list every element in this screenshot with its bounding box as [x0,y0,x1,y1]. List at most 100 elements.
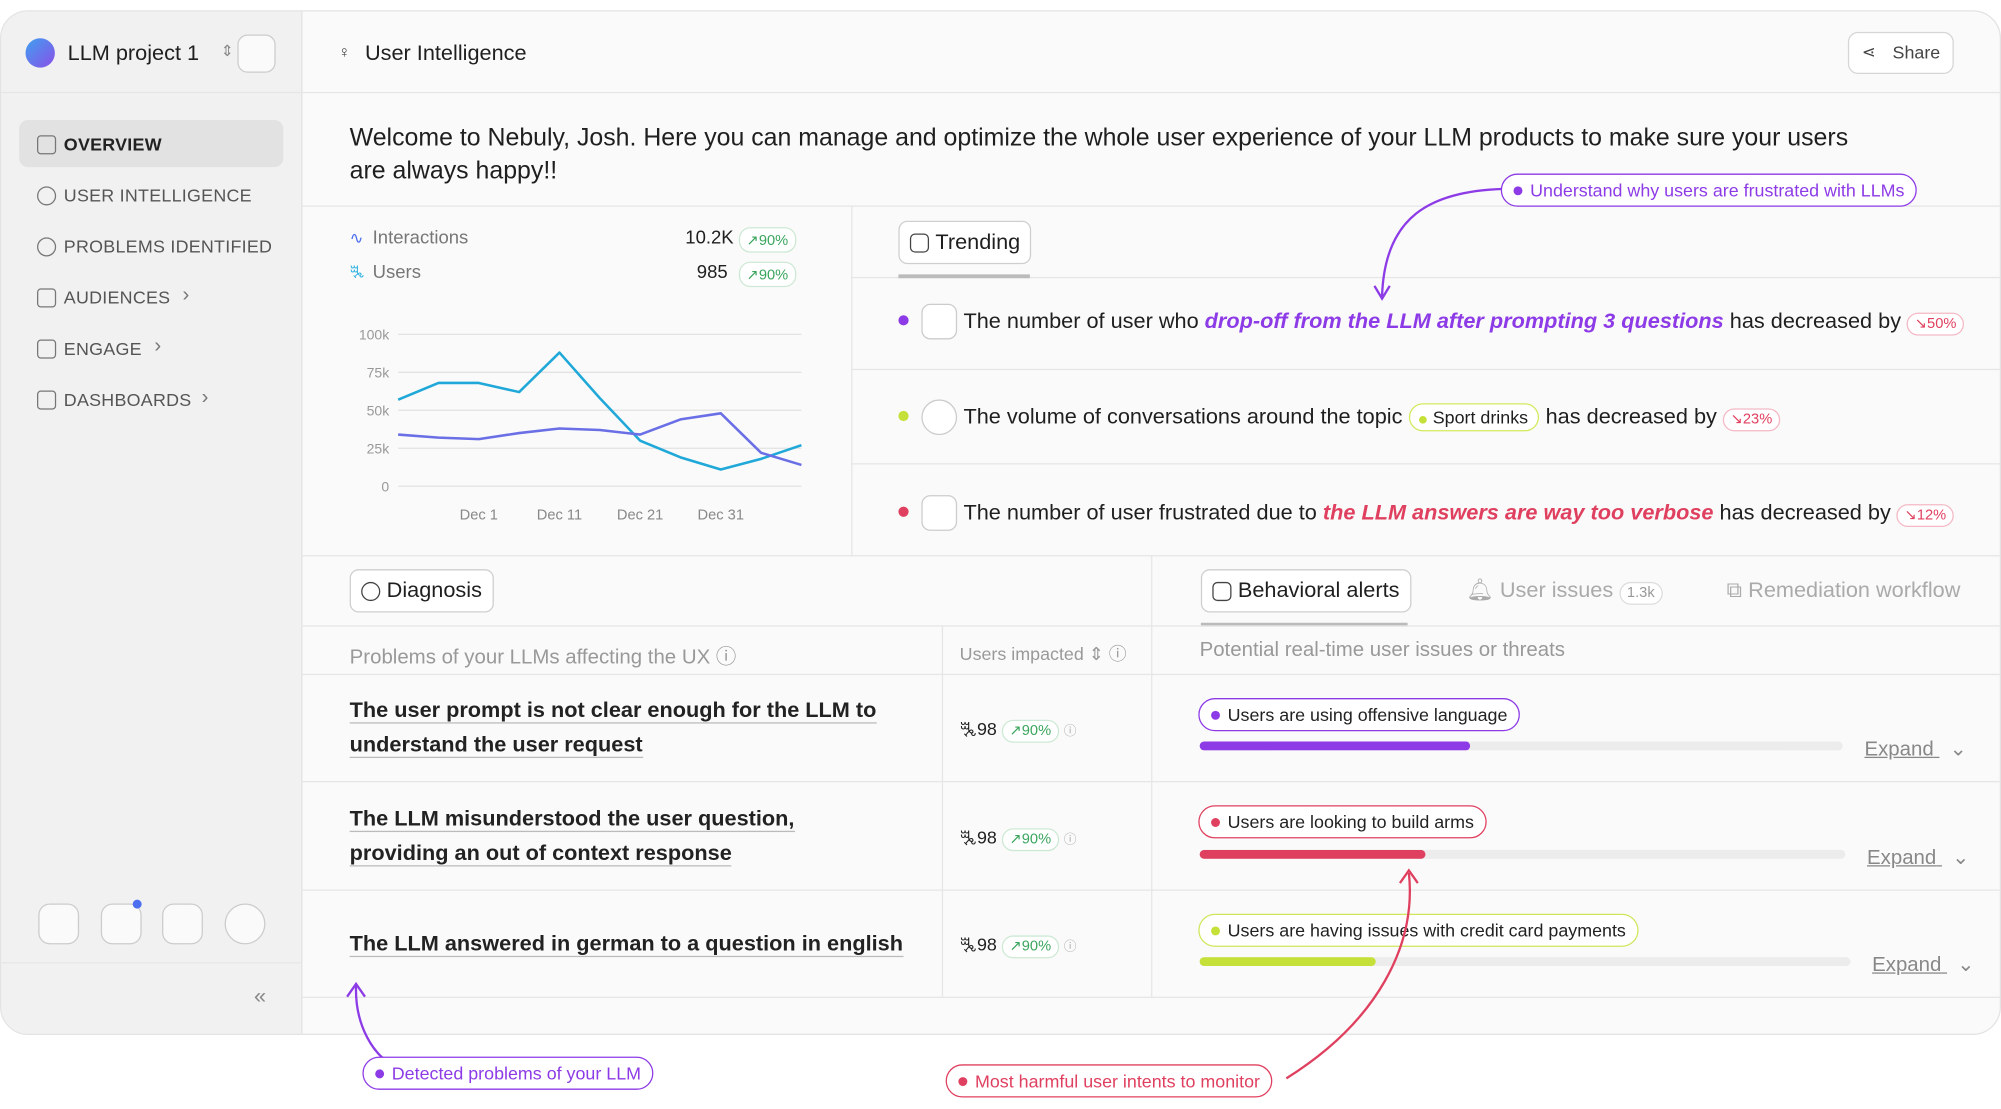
project-switch[interactable]: ⇕ [220,42,234,60]
highlight: drop-off from the LLM after prompting 3 … [1204,308,1724,334]
annotation: Most harmful user intents to monitor [945,1064,1273,1098]
problem[interactable]: The LLM answered in german to a question… [349,926,912,960]
problem[interactable]: The user prompt is not clear enough for … [349,693,886,762]
y-tick-label: 75k [367,364,391,380]
arrowhead [1398,868,1419,884]
metric-label: Users [372,262,421,284]
trending-tab[interactable]: Trending [898,220,1032,265]
nav-item[interactable]: OVERVIEW [63,133,162,155]
metric-change: ↗90% [738,261,796,288]
nav-active [19,119,284,168]
share-label[interactable]: Share [1892,42,1941,63]
x-tick-label: Dec 1 [460,507,498,523]
problem-text: The LLM misunderstood the user question,… [349,806,795,867]
column-header: Potential real-time user issues or threa… [1199,639,1565,662]
change-value: 90% [758,233,789,249]
collapse-button[interactable]: « [253,983,267,1009]
metric-label: Interactions [372,228,469,249]
sidebar: LLM project 1 ⇕ OVERVIEW USER INTELLIGEN… [1,11,303,1034]
nav-item[interactable]: ENGAGE [63,338,142,359]
x-tick-label: Dec 31 [698,507,744,523]
alert-label: Users are using offensive language [1227,704,1508,725]
annotation: Detected problems of your LLM [362,1056,654,1090]
progress-bar [1199,957,1376,967]
diagnosis-tab[interactable]: Diagnosis [349,569,494,613]
nav-icon [37,135,57,155]
nav-item[interactable]: USER INTELLIGENCE [63,185,252,206]
bullet [898,506,909,517]
arrowhead [1373,285,1391,301]
project-name[interactable]: LLM project 1 [67,40,200,66]
problem-text: The user prompt is not clear enough for … [349,698,877,759]
change-value: 12% [1916,507,1947,524]
item-icon [921,399,958,436]
metric-change: ↗90% [738,227,796,253]
nav-item[interactable]: PROBLEMS IDENTIFIED [63,236,273,257]
alert-label: Users are having issues with credit card… [1227,920,1626,941]
count-badge: 1.3k [1619,581,1663,605]
expand-link[interactable]: Expand ⌄ [1872,954,1975,977]
settings-button[interactable] [38,903,80,945]
users-count: 98 [976,718,997,739]
change-value: 90% [1021,723,1052,739]
page-title: User Intelligence [364,40,527,66]
annotation-arrow [1285,872,1411,1080]
tab-label: Diagnosis [386,578,482,603]
y-tick-label: 100k [359,326,390,342]
edit-button[interactable] [237,34,276,73]
problem[interactable]: The LLM misunderstood the user question,… [349,801,886,870]
header-text: Problems of your LLMs affecting the UX [349,647,711,669]
header-text: Users impacted [959,643,1084,664]
metric-value: 10.2K [685,228,734,249]
help-button[interactable] [224,903,266,945]
chevron: › [201,386,209,409]
expand-link[interactable]: Expand ⌄ [1867,847,1970,870]
expand-label[interactable]: Expand [1872,954,1942,977]
remediation-tab[interactable]: ⧉ Remediation workflow [1726,578,1961,603]
tab-label: Trending [935,229,1021,254]
expand-label[interactable]: Expand [1867,847,1937,870]
nav-icon [37,390,57,410]
text: The volume of conversations around the t… [963,404,1403,429]
expand-label[interactable]: Expand [1864,738,1934,761]
trend-item: The volume of conversations around the t… [963,403,1780,432]
nav-icon [37,288,57,308]
user-issues-tab[interactable]: 🔔︎ User issues 1.3k [1466,578,1663,605]
alerts-tab[interactable]: Behavioral alerts [1200,569,1411,613]
expand-link[interactable]: Expand ⌄ [1864,738,1967,761]
text: The number of user frustrated due to [963,500,1317,525]
change: ↘23% [1722,408,1780,432]
item-icon [921,303,958,340]
progress-bar [1199,741,1470,751]
nav-item[interactable]: AUDIENCES [63,287,171,308]
share-icon: ⋖ [1861,42,1876,62]
bullet [898,410,909,422]
alert-label: Users are looking to build arms [1227,811,1474,833]
users-impacted: ꔩ98 ↗90% ⓘ [960,718,1077,743]
notifications-button[interactable] [100,903,142,945]
change: ↘50% [1907,312,1965,336]
annotation-arrow [1380,187,1504,297]
users-impacted: ꔩ98 ↗90% ⓘ [960,827,1077,852]
text: has decreased by [1545,404,1717,429]
change-value: 90% [758,267,789,284]
interactions-icon: ∿ [349,228,364,248]
y-tick-label: 25k [367,440,391,456]
trend-item: The number of user frustrated due to the… [963,500,1954,528]
problem-text: The LLM answered in german to a question… [349,931,903,958]
column-header[interactable]: Users impacted ⇕ ⓘ [959,643,1127,664]
trend-item: The number of user who drop-off from the… [963,308,1965,336]
progress-track [1199,741,1843,751]
change: ↗90% [1001,828,1059,852]
change-value: 90% [1021,832,1052,848]
users-count: 98 [976,934,997,955]
share-button[interactable] [1847,31,1954,75]
x-tick-label: Dec 11 [537,507,582,523]
tab-underline [1200,622,1408,627]
progress-bar [1199,849,1426,859]
docs-button[interactable] [162,903,203,945]
nav-item[interactable]: DASHBOARDS [63,389,192,410]
change-value: 50% [1927,316,1957,332]
y-tick-label: 0 [381,478,389,494]
